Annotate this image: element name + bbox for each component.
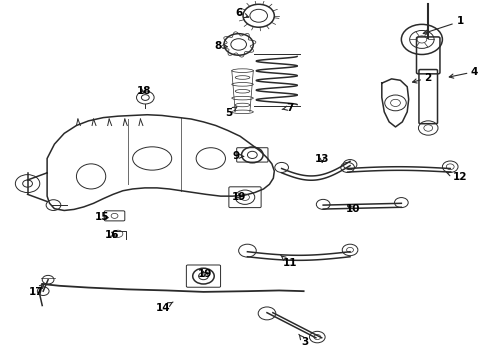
Text: 1: 1 (423, 17, 464, 34)
Text: 12: 12 (447, 172, 467, 182)
Text: 14: 14 (156, 302, 173, 313)
Text: 18: 18 (137, 86, 151, 96)
Text: 2: 2 (413, 73, 432, 83)
Text: 9: 9 (232, 151, 244, 161)
Text: 11: 11 (281, 255, 297, 268)
Text: 19: 19 (198, 269, 212, 279)
Text: 17: 17 (29, 284, 44, 297)
Text: 4: 4 (449, 67, 478, 78)
Text: 6: 6 (235, 8, 248, 18)
Text: 10: 10 (346, 204, 361, 215)
Text: 8: 8 (215, 41, 227, 50)
Text: 5: 5 (225, 107, 237, 118)
Text: 3: 3 (299, 334, 309, 347)
Text: 15: 15 (95, 212, 110, 221)
Text: 16: 16 (105, 230, 120, 239)
Text: 13: 13 (315, 154, 329, 164)
Text: 19: 19 (232, 192, 246, 202)
Text: 7: 7 (282, 103, 294, 113)
